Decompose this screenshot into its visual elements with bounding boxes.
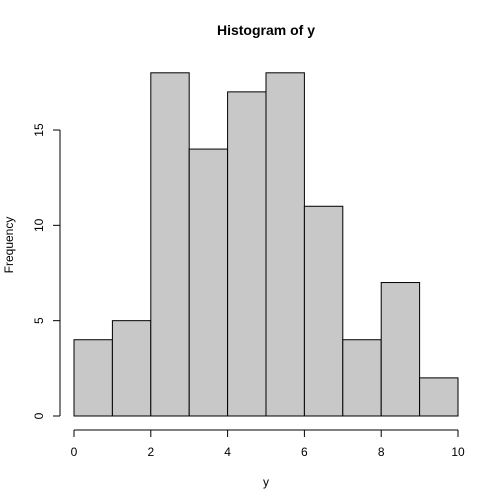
x-axis-label: y xyxy=(263,475,269,489)
chart-title: Histogram of y xyxy=(217,22,315,38)
bar xyxy=(73,339,113,417)
bar xyxy=(188,148,229,417)
bar xyxy=(419,377,459,417)
y-axis-label: Frequency xyxy=(2,217,16,274)
x-tick-label: 6 xyxy=(301,445,308,459)
y-tick-label: 10 xyxy=(32,218,46,232)
x-tick-label: 10 xyxy=(451,445,465,459)
x-tick-label: 4 xyxy=(224,445,231,459)
x-tick-label: 8 xyxy=(378,445,385,459)
bar xyxy=(227,91,267,417)
bar xyxy=(380,282,421,417)
x-tick-label: 2 xyxy=(147,445,154,459)
y-tick-label: 5 xyxy=(32,317,46,324)
x-tick-label: 0 xyxy=(71,445,78,459)
bar xyxy=(150,72,190,417)
bar xyxy=(265,72,305,417)
y-tick-label: 15 xyxy=(32,123,46,137)
bar xyxy=(303,205,344,417)
y-tick-label: 0 xyxy=(32,412,46,419)
bar xyxy=(342,339,382,417)
bar xyxy=(111,320,152,417)
